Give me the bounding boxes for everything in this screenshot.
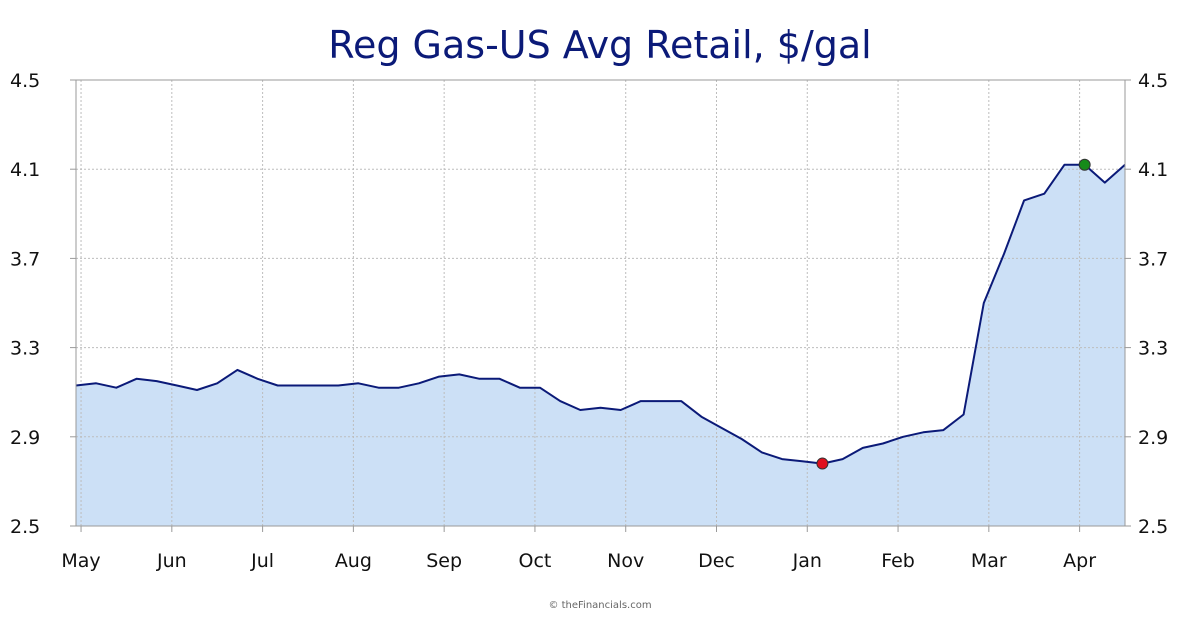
plot-frame bbox=[75, 79, 1126, 527]
x-tick-label: May bbox=[61, 550, 100, 572]
y-tick-label-left: 3.3 bbox=[10, 338, 40, 360]
axes-layer: 2.5 2.5 2.9 2.9 3.3 3.3 3.7 3.7 4.1 4.1 4.5 4.5 May J… bbox=[10, 70, 1168, 572]
marker-layer bbox=[816, 158, 1091, 470]
chart-title: Reg Gas-US Avg Retail, $/gal bbox=[328, 23, 871, 67]
x-tick-label: Oct bbox=[519, 550, 552, 572]
x-tick-label: Jun bbox=[156, 550, 187, 572]
y-tick-label-left: 3.7 bbox=[10, 248, 40, 270]
y-tick-label-right: 3.7 bbox=[1138, 248, 1168, 270]
y-tick-label-right: 4.5 bbox=[1138, 70, 1168, 92]
y-tick-label-right: 2.9 bbox=[1138, 427, 1168, 449]
y-tick-label-right: 3.3 bbox=[1138, 338, 1168, 360]
copyright-text: © theFinancials.com bbox=[548, 600, 651, 611]
y-tick-label-right: 2.5 bbox=[1138, 516, 1168, 538]
area-layer bbox=[76, 164, 1125, 526]
y-tick-label-right: 4.1 bbox=[1138, 159, 1168, 181]
x-tick-label: Jan bbox=[792, 550, 822, 572]
series-line bbox=[75, 163, 1126, 465]
y-tick-label-left: 2.9 bbox=[10, 427, 40, 449]
x-tick-label: Apr bbox=[1063, 550, 1096, 572]
x-tick-label: Sep bbox=[426, 550, 462, 572]
y-tick-label-left: 4.1 bbox=[10, 159, 40, 181]
x-tick-label: Jul bbox=[250, 550, 274, 572]
y-tick-label-left: 4.5 bbox=[10, 70, 40, 92]
x-tick-label: Mar bbox=[971, 550, 1007, 572]
area-fill bbox=[76, 164, 1125, 526]
y-tick-label-left: 2.5 bbox=[10, 516, 40, 538]
x-tick-label: Aug bbox=[335, 550, 372, 572]
max-point-marker bbox=[1078, 158, 1091, 171]
x-tick-label: Dec bbox=[698, 550, 735, 572]
line-layer bbox=[75, 163, 1126, 465]
x-tick-label: Nov bbox=[607, 550, 644, 572]
grid-layer bbox=[76, 80, 1125, 526]
min-point-marker bbox=[816, 457, 829, 470]
x-tick-label: Feb bbox=[881, 550, 915, 572]
